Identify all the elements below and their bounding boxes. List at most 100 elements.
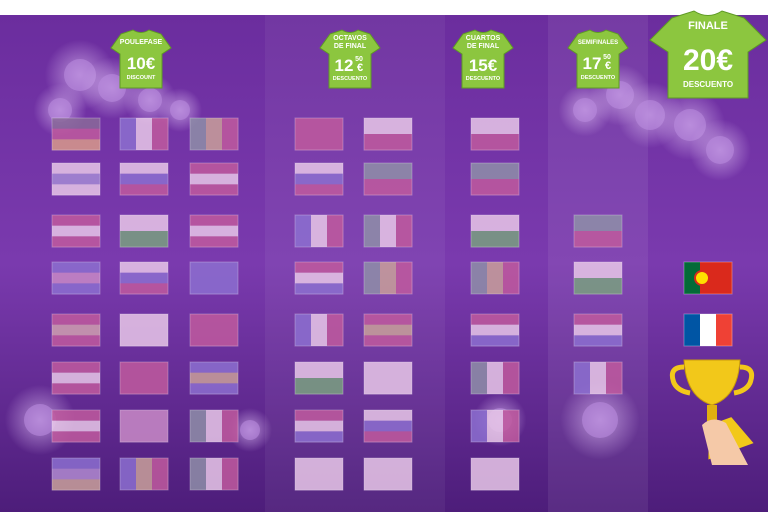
flag-stripe [120, 314, 168, 331]
flag-stripe [295, 362, 343, 379]
flag [189, 214, 239, 248]
flag-stripe [222, 410, 239, 442]
flag-stripe [503, 262, 520, 294]
flag-border [470, 261, 520, 295]
stage-name: OCTAVOS [333, 35, 367, 42]
handle [733, 364, 755, 396]
flag [119, 361, 169, 395]
flag [294, 361, 344, 395]
flag-border [363, 313, 413, 347]
flag-stripe [364, 179, 412, 196]
flag-stripe [574, 262, 622, 279]
flag-stripe [190, 215, 238, 226]
flag-border [470, 313, 520, 347]
flag-border [294, 457, 344, 491]
shirt-finale: FINALE 20€ DESCUENTO [649, 10, 767, 99]
flag-stripe [471, 215, 519, 232]
flag [189, 117, 239, 151]
flag [119, 117, 169, 151]
flag-border [470, 214, 520, 248]
flag-border [363, 162, 413, 196]
flag-border [573, 214, 623, 248]
flag-stripe [471, 474, 519, 491]
flag-stripe [380, 215, 397, 247]
flag [51, 214, 101, 248]
flag-stripe [574, 314, 622, 325]
flag-stripe [120, 458, 137, 490]
flag [189, 313, 239, 347]
light [98, 74, 126, 102]
flag-stripe [574, 278, 622, 295]
flag-stripe [396, 215, 413, 247]
flag-stripe [364, 378, 412, 395]
flag [470, 261, 520, 295]
flag-stripe [52, 383, 100, 395]
flag-stripe [503, 410, 520, 442]
flag-stripe [190, 118, 207, 150]
flag-stripe [136, 458, 153, 490]
flag-stripe [295, 134, 343, 151]
flag-stripe [295, 420, 343, 432]
flag-stripe [364, 163, 412, 180]
currency: € [605, 60, 611, 72]
flag [294, 457, 344, 491]
flag-stripe [364, 420, 412, 432]
flag-stripe [364, 410, 412, 421]
flag-border [189, 361, 239, 395]
price: 10€ [127, 54, 156, 73]
flag-stripe [120, 426, 168, 443]
flag-border [294, 214, 344, 248]
flag-border [189, 313, 239, 347]
column-band [265, 15, 445, 512]
flag [189, 361, 239, 395]
discount-label: DISCOUNT [127, 75, 156, 81]
flag-stripe [295, 474, 343, 491]
flag-stripe [471, 262, 488, 294]
flag-stripe [136, 118, 153, 150]
flag-border [189, 261, 239, 295]
flag-stripe [295, 173, 343, 185]
trophy [669, 359, 755, 465]
flag-border [363, 361, 413, 395]
flag-stripe [190, 330, 238, 347]
flag-stripe [574, 335, 622, 347]
flag-border [363, 117, 413, 151]
flag-stripe [295, 262, 343, 273]
flag-stripe [52, 283, 100, 295]
flag [51, 162, 101, 196]
flag [189, 162, 239, 196]
flag-stripe [295, 458, 343, 475]
flag-border [189, 162, 239, 196]
flag-border [573, 361, 623, 395]
shirt-octavos: OCTAVOS DE FINAL 12 50 € DESCUENTO [319, 29, 381, 89]
flag [51, 117, 101, 151]
flag-stripe [52, 458, 100, 469]
stage-name: SEMIFINALES [578, 40, 618, 46]
flag [470, 409, 520, 443]
flag-border [573, 313, 623, 347]
flag-stripe [471, 335, 519, 347]
flag [294, 117, 344, 151]
flag-border [119, 457, 169, 491]
flag-stripe [52, 372, 100, 384]
discount-label: DESCUENTO [466, 76, 501, 82]
flag-stripe [120, 362, 168, 379]
flag-stripe [364, 324, 412, 336]
flag-emblem [694, 270, 710, 286]
flag-stripe [364, 118, 412, 135]
flag-stripe [716, 314, 733, 346]
flag-stripe [52, 128, 100, 140]
flag-stripe [52, 173, 100, 185]
flag-stripe [190, 173, 238, 185]
light [138, 88, 162, 112]
flag [294, 214, 344, 248]
flag-stripe [52, 362, 100, 373]
flag-stripe [52, 215, 100, 226]
flag-stripe [295, 314, 312, 346]
flag-stripe [295, 431, 343, 443]
flag-stripe [52, 118, 100, 129]
flag [51, 409, 101, 443]
flag-border [51, 214, 101, 248]
